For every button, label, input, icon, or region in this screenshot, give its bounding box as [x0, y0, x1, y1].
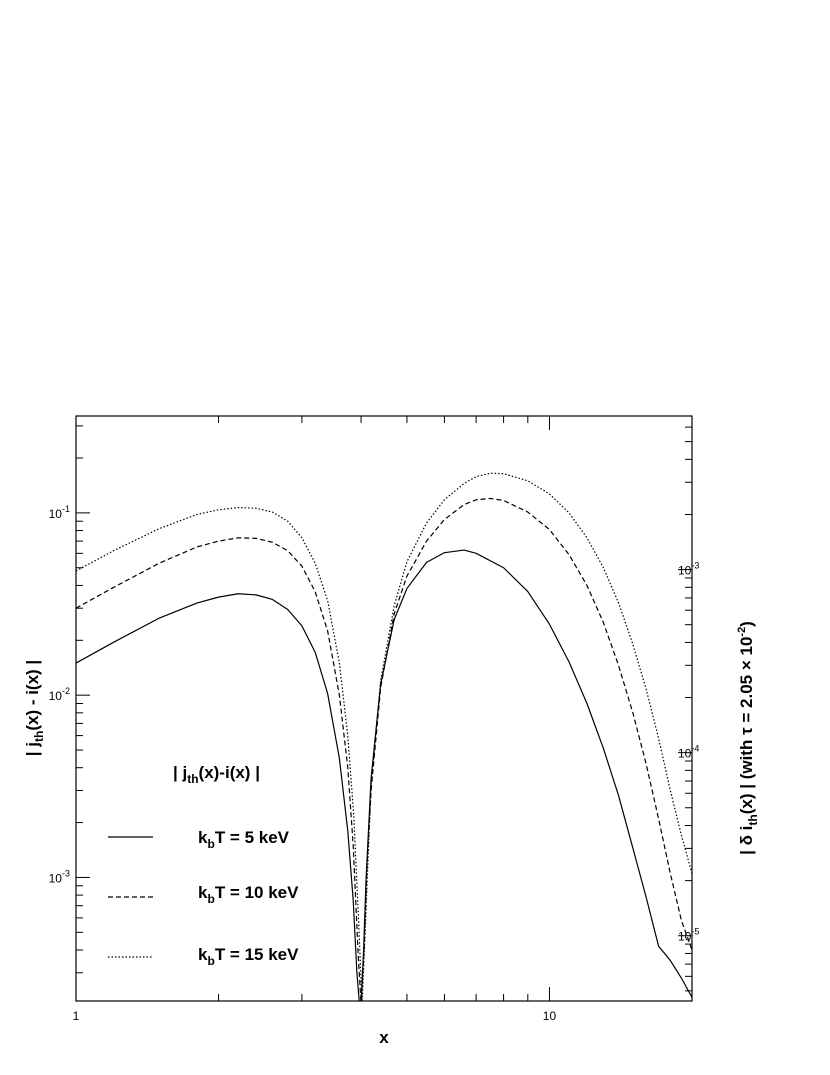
legend-title: | jth(x)-i(x) |	[173, 763, 260, 786]
x-axis-title: x	[379, 1028, 389, 1047]
x-tick-label: 10	[543, 1009, 557, 1023]
y2-axis-title: | δ ith(x) | (with τ = 2.05 × 10-2)	[736, 621, 760, 855]
y2-tick-label: 10-3	[678, 561, 699, 578]
legend-label-15kev: kbT = 15 keV	[198, 945, 299, 968]
plot-frame	[75, 415, 693, 1002]
legend: | jth(x)-i(x) | kbT = 5 keV kbT = 10 keV…	[108, 763, 299, 968]
series-line-dashed	[76, 497, 692, 1001]
y-tick-label: 10-1	[49, 504, 70, 521]
x-tick-label: 1	[73, 1009, 80, 1023]
legend-label-5kev: kbT = 5 keV	[198, 828, 290, 851]
y-axis-title: | jth(x) - i(x) |	[23, 660, 46, 756]
y2-tick-label: 10-4	[678, 744, 699, 761]
data-curves	[76, 472, 692, 1001]
legend-label-10kev: kbT = 10 keV	[198, 883, 299, 906]
axis-ticks	[75, 416, 693, 1001]
y-tick-label: 10-2	[49, 686, 70, 703]
series-line-solid	[76, 549, 692, 1001]
y-tick-label: 10-3	[49, 868, 70, 885]
